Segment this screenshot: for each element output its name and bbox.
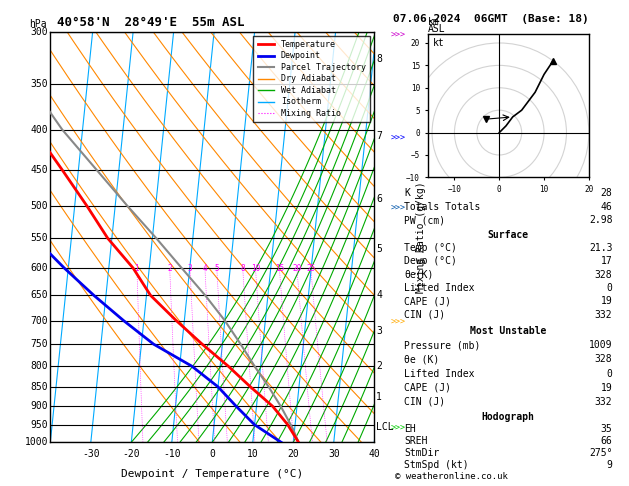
Text: 328: 328 [595, 354, 613, 364]
Legend: Temperature, Dewpoint, Parcel Trajectory, Dry Adiabat, Wet Adiabat, Isotherm, Mi: Temperature, Dewpoint, Parcel Trajectory… [253, 36, 370, 122]
Text: Dewpoint / Temperature (°C): Dewpoint / Temperature (°C) [121, 469, 303, 479]
Text: θe (K): θe (K) [404, 354, 439, 364]
Text: CIN (J): CIN (J) [404, 310, 445, 320]
Text: 400: 400 [31, 125, 48, 135]
Text: 40: 40 [369, 449, 380, 459]
Text: 17: 17 [601, 257, 613, 266]
Text: 2: 2 [376, 361, 382, 371]
Text: 850: 850 [31, 382, 48, 392]
Text: 21.3: 21.3 [589, 243, 613, 253]
Text: 700: 700 [31, 315, 48, 326]
Text: 600: 600 [31, 263, 48, 273]
Text: 20: 20 [287, 449, 299, 459]
Text: 0: 0 [606, 283, 613, 293]
Text: -10: -10 [163, 449, 181, 459]
Text: 3: 3 [187, 263, 192, 273]
Text: 0: 0 [606, 368, 613, 379]
Text: 6: 6 [376, 194, 382, 204]
Text: CAPE (J): CAPE (J) [404, 296, 451, 307]
Text: 1009: 1009 [589, 340, 613, 350]
Text: Dewp (°C): Dewp (°C) [404, 257, 457, 266]
Text: 19: 19 [601, 296, 613, 307]
Text: 1: 1 [135, 263, 139, 273]
Text: 900: 900 [31, 401, 48, 411]
Text: LCL: LCL [376, 422, 394, 432]
Text: >>>: >>> [391, 134, 406, 142]
Text: km: km [428, 17, 440, 27]
Text: CIN (J): CIN (J) [404, 397, 445, 407]
Text: θe(K): θe(K) [404, 270, 433, 280]
Text: 5: 5 [214, 263, 219, 273]
Text: 450: 450 [31, 165, 48, 175]
Text: Hodograph: Hodograph [482, 412, 535, 422]
Text: 332: 332 [595, 310, 613, 320]
Text: Mixing Ratio (g/kg): Mixing Ratio (g/kg) [416, 181, 426, 293]
Text: 3: 3 [376, 326, 382, 336]
Text: 4: 4 [203, 263, 207, 273]
Text: 500: 500 [31, 201, 48, 211]
Text: Lifted Index: Lifted Index [404, 283, 474, 293]
Text: 10: 10 [247, 449, 259, 459]
Text: 07.06.2024  06GMT  (Base: 18): 07.06.2024 06GMT (Base: 18) [393, 14, 589, 24]
Text: Surface: Surface [487, 230, 529, 240]
Text: 300: 300 [31, 27, 48, 36]
Text: 30: 30 [328, 449, 340, 459]
Text: 2: 2 [167, 263, 172, 273]
Text: 10: 10 [251, 263, 260, 273]
Text: 7: 7 [376, 132, 382, 141]
Text: 4: 4 [376, 290, 382, 300]
Text: >>>: >>> [391, 31, 406, 39]
Text: ASL: ASL [428, 24, 445, 34]
Text: 15: 15 [275, 263, 284, 273]
Text: 550: 550 [31, 233, 48, 243]
Text: PW (cm): PW (cm) [404, 215, 445, 225]
Text: hPa: hPa [30, 19, 47, 29]
Text: EH: EH [404, 424, 416, 434]
Text: 1: 1 [376, 392, 382, 402]
Text: Most Unstable: Most Unstable [470, 326, 547, 336]
Text: 8: 8 [376, 54, 382, 64]
Text: StmSpd (kt): StmSpd (kt) [404, 460, 469, 470]
Text: >>>: >>> [391, 203, 406, 212]
Text: 5: 5 [376, 244, 382, 254]
Text: © weatheronline.co.uk: © weatheronline.co.uk [395, 472, 508, 481]
Text: -30: -30 [82, 449, 99, 459]
Text: 28: 28 [601, 189, 613, 198]
Text: SREH: SREH [404, 436, 428, 446]
Text: 275°: 275° [589, 448, 613, 458]
Text: 35: 35 [601, 424, 613, 434]
Text: 800: 800 [31, 361, 48, 371]
Text: 2.98: 2.98 [589, 215, 613, 225]
Text: 1000: 1000 [25, 437, 48, 447]
Text: >>>: >>> [391, 423, 406, 432]
Text: Temp (°C): Temp (°C) [404, 243, 457, 253]
Text: 328: 328 [595, 270, 613, 280]
Text: 350: 350 [31, 79, 48, 89]
Text: CAPE (J): CAPE (J) [404, 382, 451, 393]
Text: 19: 19 [601, 382, 613, 393]
Text: K: K [404, 189, 410, 198]
Text: -20: -20 [123, 449, 140, 459]
Text: 9: 9 [606, 460, 613, 470]
Text: 66: 66 [601, 436, 613, 446]
Text: Totals Totals: Totals Totals [404, 202, 481, 212]
Text: 46: 46 [601, 202, 613, 212]
Text: 650: 650 [31, 290, 48, 300]
Text: StmDir: StmDir [404, 448, 439, 458]
Text: 950: 950 [31, 420, 48, 430]
Text: kt: kt [432, 38, 444, 48]
Text: 25: 25 [306, 263, 315, 273]
Text: 40°58'N  28°49'E  55m ASL: 40°58'N 28°49'E 55m ASL [57, 16, 244, 29]
Text: >>>: >>> [391, 317, 406, 327]
Text: 0: 0 [209, 449, 215, 459]
Text: 20: 20 [292, 263, 301, 273]
Text: Pressure (mb): Pressure (mb) [404, 340, 481, 350]
Text: Lifted Index: Lifted Index [404, 368, 474, 379]
Text: 332: 332 [595, 397, 613, 407]
Text: 750: 750 [31, 339, 48, 349]
Text: 8: 8 [240, 263, 245, 273]
